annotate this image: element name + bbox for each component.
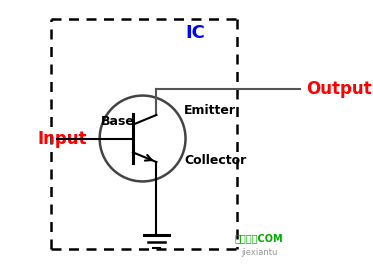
Text: Emitter: Emitter: [184, 104, 236, 117]
Text: IC: IC: [185, 24, 205, 42]
Text: Collector: Collector: [184, 154, 247, 167]
Text: 接线图．COM: 接线图．COM: [235, 233, 283, 243]
Text: Base: Base: [101, 116, 135, 128]
Text: Input: Input: [37, 130, 87, 147]
Text: jiexiantu: jiexiantu: [241, 248, 277, 257]
Text: Output: Output: [306, 80, 372, 98]
